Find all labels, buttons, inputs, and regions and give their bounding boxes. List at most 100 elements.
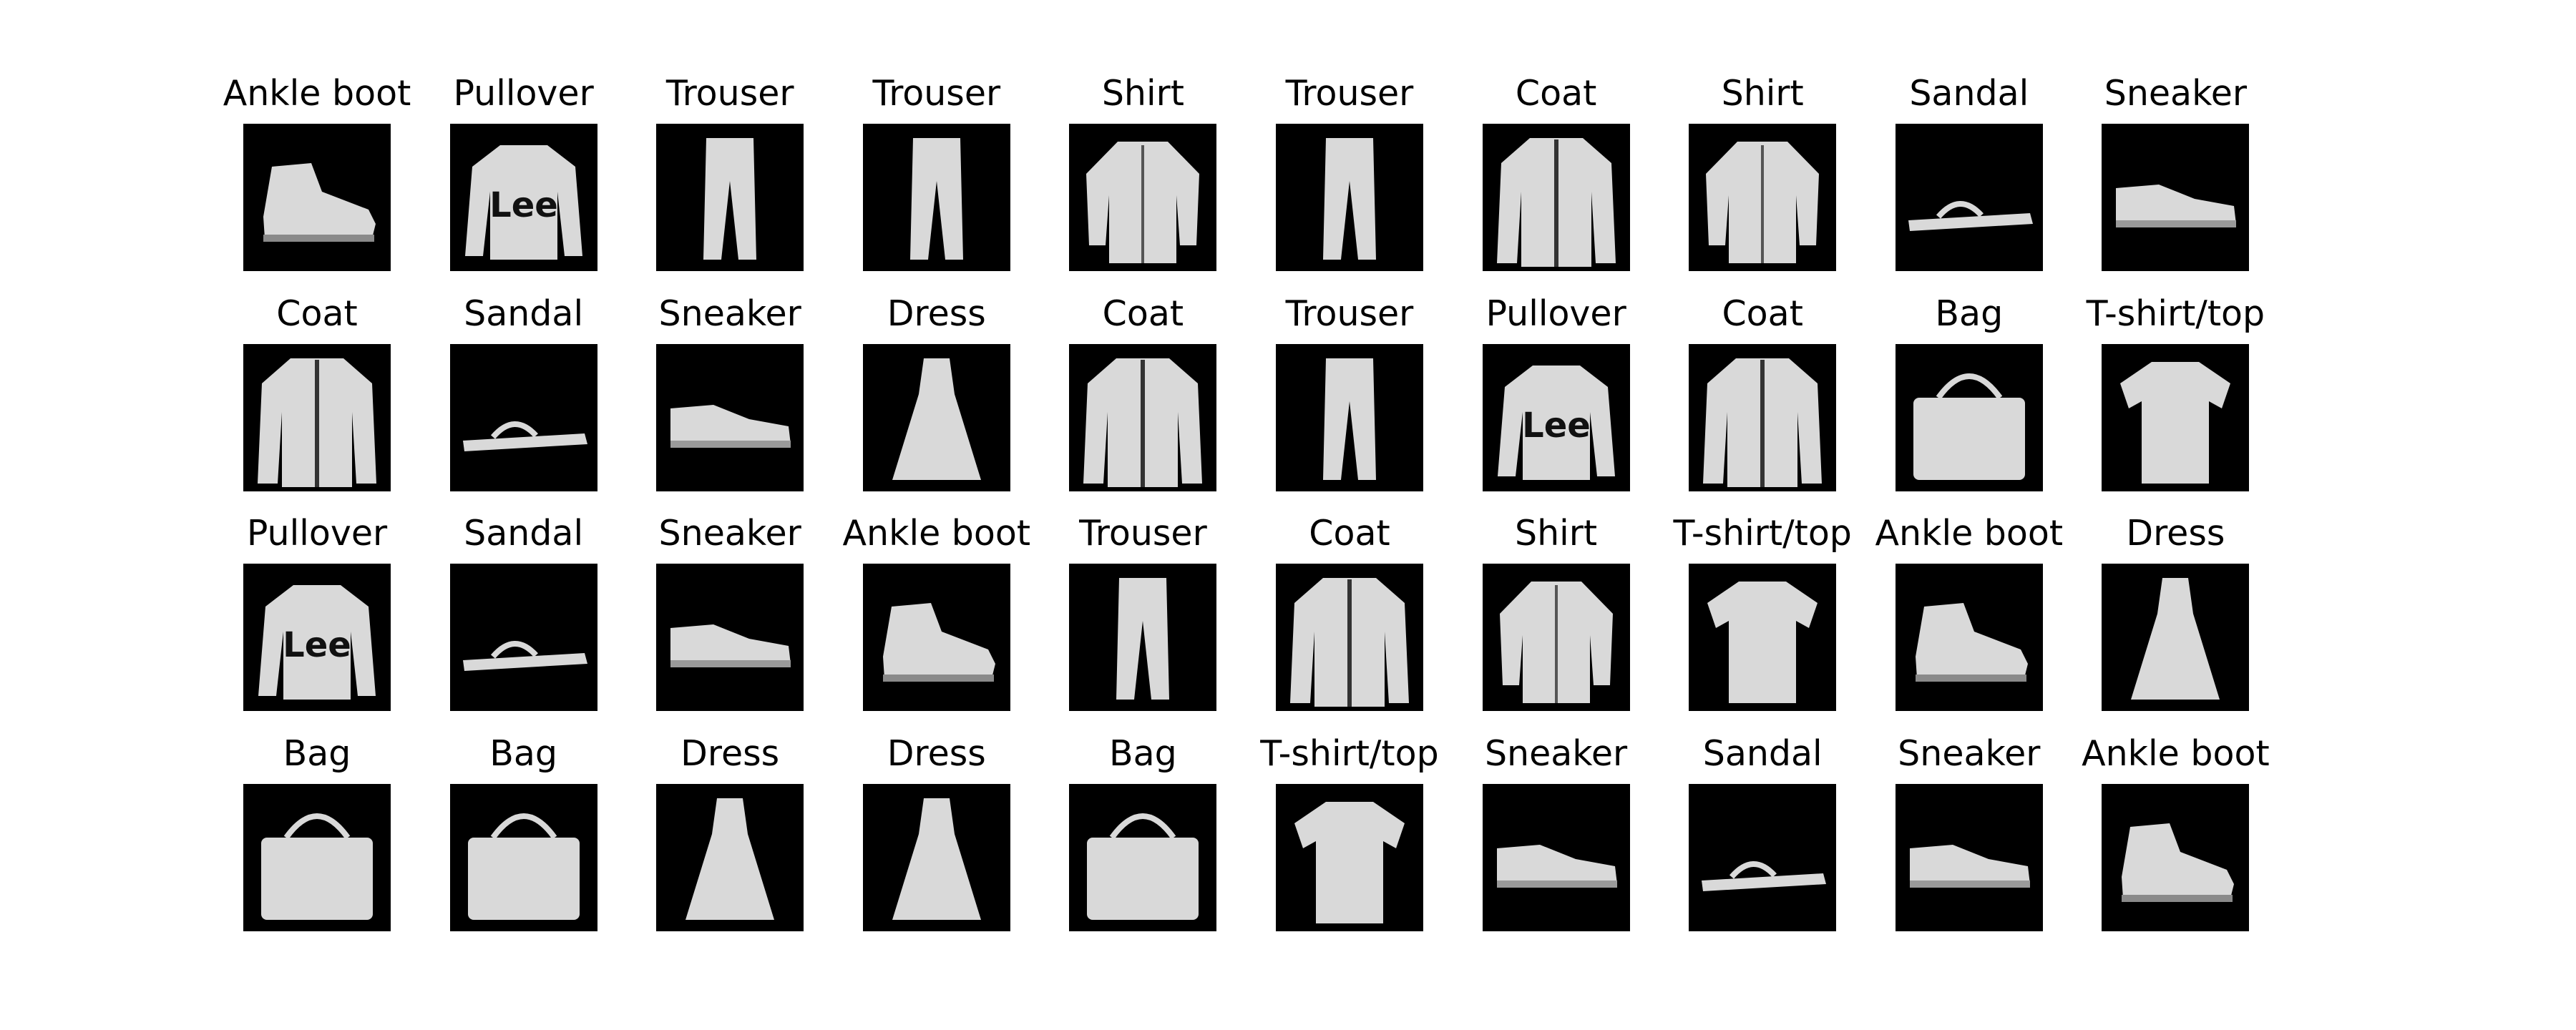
image-label: Sneaker bbox=[1484, 732, 1628, 774]
fashion-image: Lee bbox=[243, 564, 391, 711]
grid-cell: Shirt bbox=[1460, 511, 1653, 719]
image-label: Coat bbox=[276, 293, 358, 334]
item-silhouette bbox=[892, 798, 981, 920]
image-label: Shirt bbox=[1101, 73, 1184, 114]
fashion-image bbox=[1689, 124, 1837, 271]
fashion-image bbox=[1069, 564, 1217, 711]
item-silhouette bbox=[670, 624, 791, 667]
fashion-image bbox=[656, 783, 804, 931]
fashion-image bbox=[1276, 783, 1423, 931]
grid-cell: Trouser bbox=[1046, 511, 1239, 719]
item-silhouette bbox=[2120, 361, 2231, 484]
grid-cell: Sneaker bbox=[633, 511, 826, 719]
item-silhouette bbox=[261, 813, 373, 920]
grid-cell: Dress bbox=[840, 732, 1033, 939]
grid-cell: Sneaker bbox=[1460, 732, 1653, 939]
grid-cell: Sneaker bbox=[1873, 732, 2066, 939]
image-label: T-shirt/top bbox=[1673, 513, 1852, 554]
item-silhouette bbox=[467, 813, 580, 920]
item-silhouette bbox=[1496, 844, 1617, 888]
item-silhouette bbox=[882, 603, 995, 682]
item-silhouette bbox=[1909, 844, 2030, 888]
fashion-image bbox=[656, 564, 804, 711]
image-label: Coat bbox=[1102, 293, 1184, 334]
item-silhouette bbox=[1703, 358, 1823, 487]
item-silhouette bbox=[670, 404, 791, 448]
image-label: Bag bbox=[1109, 732, 1177, 774]
image-label: Bag bbox=[1935, 293, 2004, 334]
item-silhouette bbox=[263, 163, 376, 242]
item-silhouette bbox=[1496, 138, 1616, 267]
fashion-image: Lee bbox=[1482, 343, 1630, 491]
item-silhouette bbox=[1294, 801, 1405, 923]
fashion-image bbox=[1069, 124, 1217, 271]
item-silhouette: Lee bbox=[258, 585, 376, 700]
item-silhouette bbox=[1702, 860, 1827, 891]
fashion-image bbox=[1895, 343, 2043, 491]
fashion-image bbox=[1482, 564, 1630, 711]
fashion-image bbox=[2102, 343, 2250, 491]
grid-cell: Sandal bbox=[427, 511, 620, 719]
image-label: Sneaker bbox=[2104, 73, 2248, 114]
item-silhouette bbox=[1706, 142, 1820, 263]
image-label: Pullover bbox=[1485, 293, 1626, 334]
item-silhouette bbox=[703, 138, 757, 260]
grid-cell: Coat bbox=[220, 292, 414, 499]
grid-cell: Trouser bbox=[840, 72, 1033, 279]
image-label: Sneaker bbox=[658, 513, 801, 554]
image-label: Bag bbox=[489, 732, 557, 774]
grid-cell: T-shirt/top bbox=[1666, 511, 1859, 719]
image-label: Coat bbox=[1515, 73, 1597, 114]
item-silhouette bbox=[1087, 813, 1199, 920]
image-label: Dress bbox=[680, 732, 780, 774]
grid-cell: Shirt bbox=[1046, 72, 1239, 279]
fashion-image bbox=[1895, 783, 2043, 931]
grid-cell: Coat bbox=[1666, 292, 1859, 499]
item-silhouette bbox=[1290, 578, 1409, 707]
fashion-image bbox=[656, 124, 804, 271]
item-silhouette bbox=[1116, 578, 1170, 700]
image-label: Ankle boot bbox=[842, 513, 1031, 554]
image-label: Dress bbox=[887, 293, 986, 334]
image-label: Bag bbox=[283, 732, 351, 774]
grid-cell: Coat bbox=[1046, 292, 1239, 499]
image-label: Trouser bbox=[872, 73, 1001, 114]
item-silhouette: Lee bbox=[1497, 365, 1615, 480]
item-silhouette bbox=[2131, 578, 2220, 700]
item-silhouette bbox=[258, 358, 376, 487]
fashion-image bbox=[1276, 343, 1423, 491]
image-label: Trouser bbox=[665, 73, 794, 114]
fashion-image bbox=[2102, 783, 2250, 931]
fashion-image: Lee bbox=[449, 124, 597, 271]
pullover-print: Lee bbox=[1522, 406, 1591, 446]
item-silhouette bbox=[1086, 142, 1200, 263]
grid-cell: Trouser bbox=[633, 72, 826, 279]
fashion-image bbox=[449, 783, 597, 931]
image-label: Sneaker bbox=[658, 293, 801, 334]
grid-cell: Sneaker bbox=[633, 292, 826, 499]
image-label: Dress bbox=[887, 732, 986, 774]
fashion-image bbox=[862, 783, 1010, 931]
grid-cell: Ankle boot bbox=[220, 72, 414, 279]
item-silhouette bbox=[2116, 185, 2237, 227]
grid-cell: Pullover Lee bbox=[427, 72, 620, 279]
item-silhouette bbox=[686, 798, 775, 920]
fashion-image bbox=[243, 783, 391, 931]
grid-cell: Ankle boot bbox=[840, 511, 1033, 719]
image-label: Sandal bbox=[1909, 73, 2029, 114]
fashion-image bbox=[862, 124, 1010, 271]
fashion-image bbox=[449, 343, 597, 491]
image-label: Dress bbox=[2126, 513, 2225, 554]
grid-cell: Trouser bbox=[1253, 72, 1446, 279]
pullover-print: Lee bbox=[283, 625, 351, 665]
grid-cell: Bag bbox=[427, 732, 620, 939]
image-label: Sandal bbox=[464, 293, 584, 334]
fashion-image bbox=[1482, 124, 1630, 271]
image-label: Sneaker bbox=[1898, 732, 2041, 774]
grid-cell: Coat bbox=[1253, 511, 1446, 719]
image-label: Trouser bbox=[1285, 293, 1414, 334]
item-silhouette bbox=[1499, 582, 1613, 703]
image-label: Coat bbox=[1309, 513, 1390, 554]
grid-cell: T-shirt/top bbox=[1253, 732, 1446, 939]
